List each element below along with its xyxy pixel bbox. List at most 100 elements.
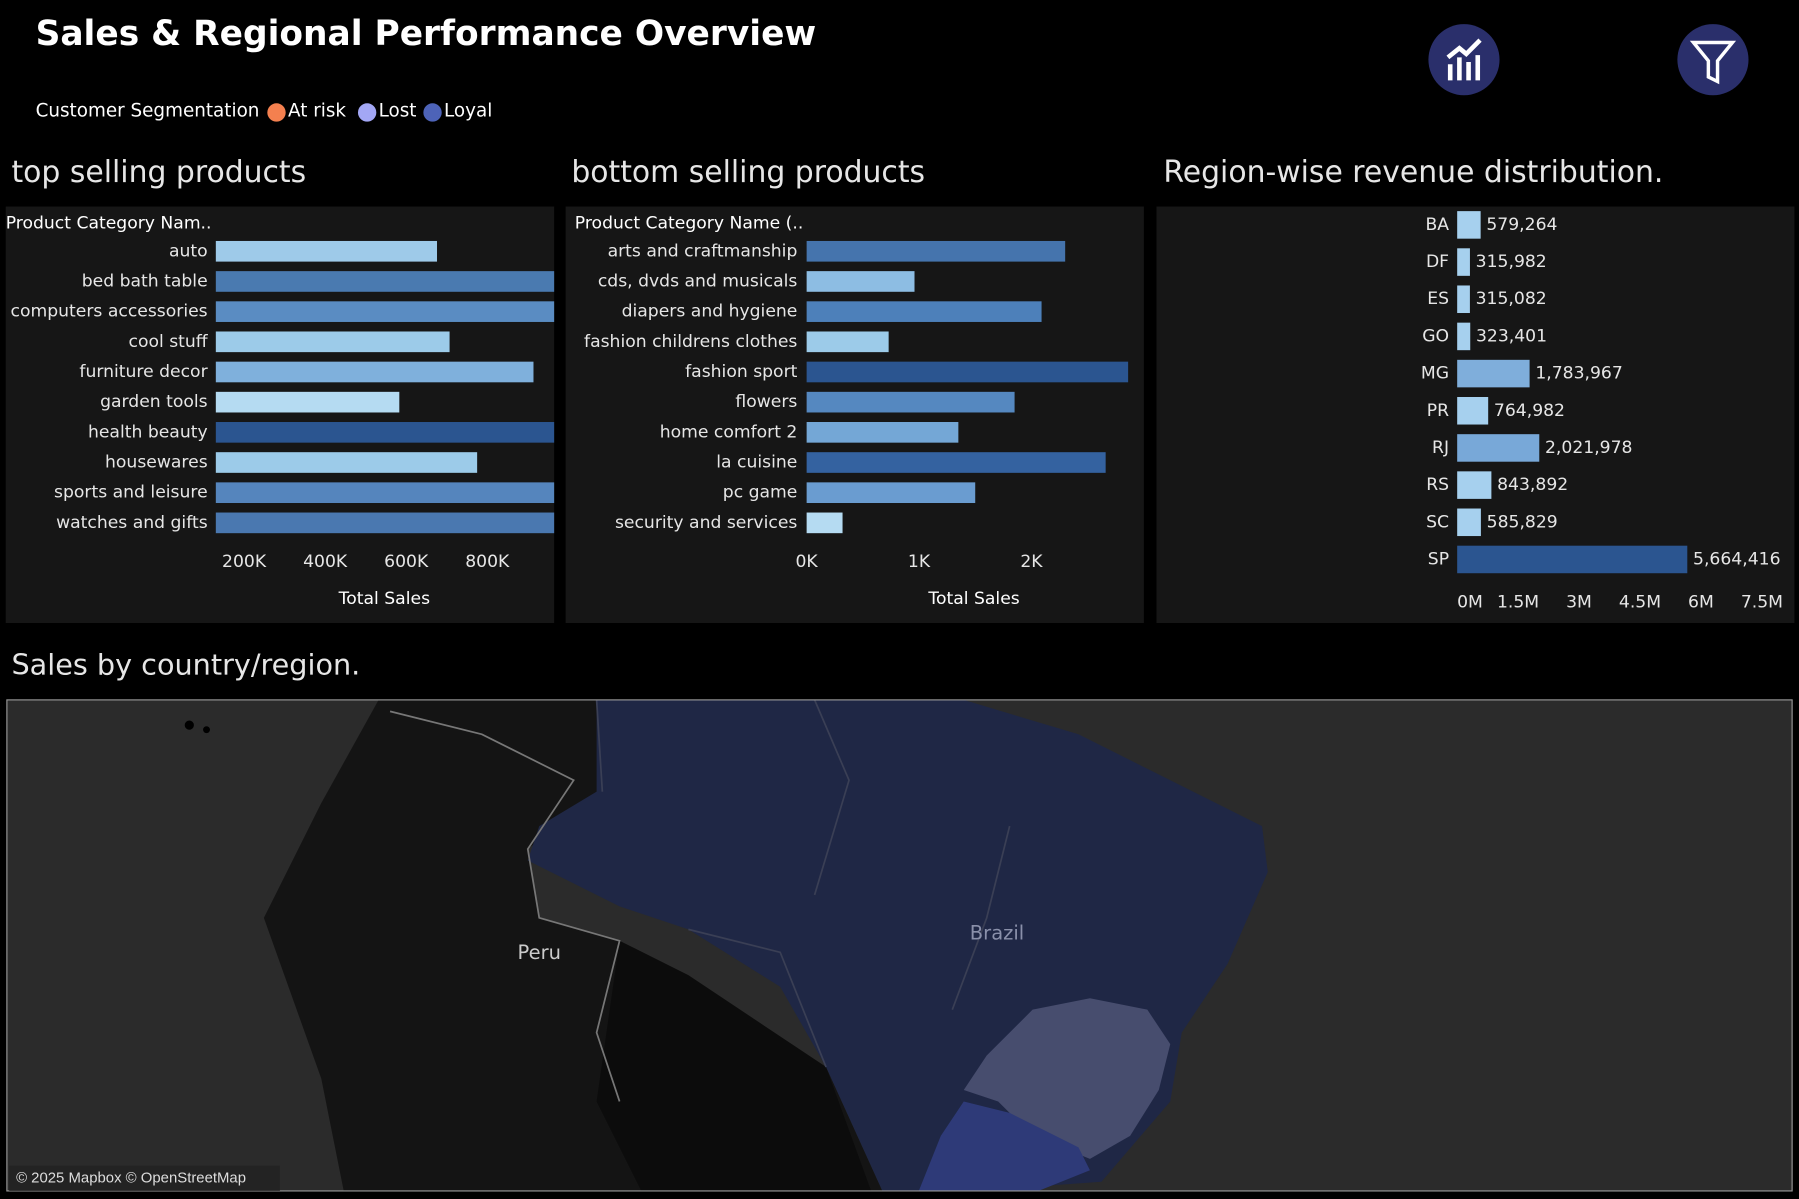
category-label: watches and gifts <box>56 513 208 533</box>
map-title: Sales by country/region. <box>11 648 360 682</box>
x-tick-label: 400K <box>303 552 348 572</box>
category-label: DF <box>1426 252 1449 272</box>
value-label: 1,783,967 <box>1535 364 1622 384</box>
category-label: MG <box>1421 364 1449 384</box>
legend-swatch <box>423 103 442 122</box>
bar <box>215 331 450 353</box>
bar <box>215 512 555 534</box>
category-label: SC <box>1426 512 1449 532</box>
bar <box>215 301 555 322</box>
map <box>6 699 1793 1191</box>
bar <box>215 271 555 292</box>
value-label: 2,021,978 <box>1545 438 1632 458</box>
map-frame <box>6 699 1793 1192</box>
category-label: ES <box>1427 289 1449 309</box>
map-label: Peru <box>518 941 561 964</box>
bar <box>1457 545 1688 574</box>
category-label: cds, dvds and musicals <box>598 271 798 291</box>
category-label: flowers <box>735 392 797 412</box>
category-label: fashion childrens clothes <box>584 332 797 352</box>
bar <box>806 391 1015 413</box>
category-label: RJ <box>1432 438 1449 458</box>
bar <box>806 331 889 353</box>
category-label: la cuisine <box>716 453 797 473</box>
category-label: security and services <box>615 513 797 533</box>
bar <box>806 482 976 504</box>
value-label: 323,401 <box>1476 326 1547 346</box>
bar <box>1457 285 1470 314</box>
attribution-bg <box>9 1165 280 1191</box>
value-label: 315,982 <box>1476 252 1547 272</box>
category-label: furniture decor <box>79 362 208 382</box>
trend-button[interactable] <box>1428 24 1500 96</box>
x-tick-label: 6M <box>1688 592 1714 612</box>
category-label: GO <box>1422 326 1449 346</box>
category-label: pc game <box>723 483 798 503</box>
x-tick-label: 4.5M <box>1619 592 1661 612</box>
bar <box>215 240 438 262</box>
category-label: PR <box>1427 401 1449 421</box>
value-label: 585,829 <box>1487 512 1558 532</box>
bar <box>1457 211 1481 239</box>
bar <box>1457 359 1530 388</box>
bar <box>1457 396 1489 425</box>
bar <box>215 391 400 413</box>
filter-button[interactable] <box>1677 24 1749 96</box>
column-header: Product Category Name (.. <box>575 214 804 234</box>
bar <box>1457 471 1492 499</box>
x-tick-label: 2K <box>1020 552 1043 572</box>
map-label: Brazil <box>970 921 1024 944</box>
category-label: cool stuff <box>129 332 209 352</box>
legend-label: Loyal <box>444 100 492 121</box>
chart-title: bottom selling products <box>571 155 925 190</box>
bar <box>1457 434 1540 462</box>
bar <box>806 361 1129 383</box>
bars <box>215 240 555 534</box>
category-label: BA <box>1426 215 1450 235</box>
category-label: sports and leisure <box>54 483 208 503</box>
x-tick-label: 800K <box>465 552 510 572</box>
category-label: RS <box>1426 475 1449 495</box>
bar <box>215 452 478 473</box>
x-tick-label: 1.5M <box>1497 592 1539 612</box>
bar <box>215 422 555 443</box>
category-label: auto <box>169 241 208 261</box>
chart-title: top selling products <box>11 155 306 190</box>
bar <box>215 361 534 383</box>
x-axis-title: Total Sales <box>338 589 430 609</box>
bar <box>1457 508 1481 537</box>
bar <box>806 240 1066 262</box>
x-tick-label: 7.5M <box>1741 592 1783 612</box>
dashboard-title: Sales & Regional Performance Overview <box>36 14 817 54</box>
legend-swatch <box>357 103 377 122</box>
legend-label: Lost <box>379 100 417 121</box>
bar <box>215 482 555 504</box>
x-axis-title: Total Sales <box>927 589 1019 609</box>
bars <box>1457 211 1688 574</box>
category-label: garden tools <box>100 392 208 412</box>
x-tick-label: 1K <box>908 552 931 572</box>
value-label: 579,264 <box>1486 215 1557 235</box>
x-tick-label: 0M <box>1457 592 1483 612</box>
panel <box>565 206 1144 624</box>
category-label: computers accessories <box>11 302 208 322</box>
bar <box>1457 322 1471 351</box>
bar <box>806 512 843 534</box>
category-label: SP <box>1428 549 1449 569</box>
value-label: 315,082 <box>1476 289 1547 309</box>
category-label: arts and craftmanship <box>608 241 798 261</box>
category-label: housewares <box>105 453 208 473</box>
bar <box>806 301 1042 322</box>
legend-label: At risk <box>288 100 346 121</box>
value-label: 5,664,416 <box>1693 549 1780 569</box>
value-label: 843,892 <box>1497 475 1568 495</box>
value-label: 764,982 <box>1494 401 1565 421</box>
category-label: bed bath table <box>82 271 208 291</box>
x-tick-label: 0K <box>795 552 818 572</box>
x-tick-label: 600K <box>384 552 429 572</box>
bar <box>1457 248 1470 276</box>
category-label: fashion sport <box>685 362 798 382</box>
map-attribution: © 2025 Mapbox © OpenStreetMap <box>16 1170 246 1186</box>
legend-title: Customer Segmentation <box>36 100 260 121</box>
